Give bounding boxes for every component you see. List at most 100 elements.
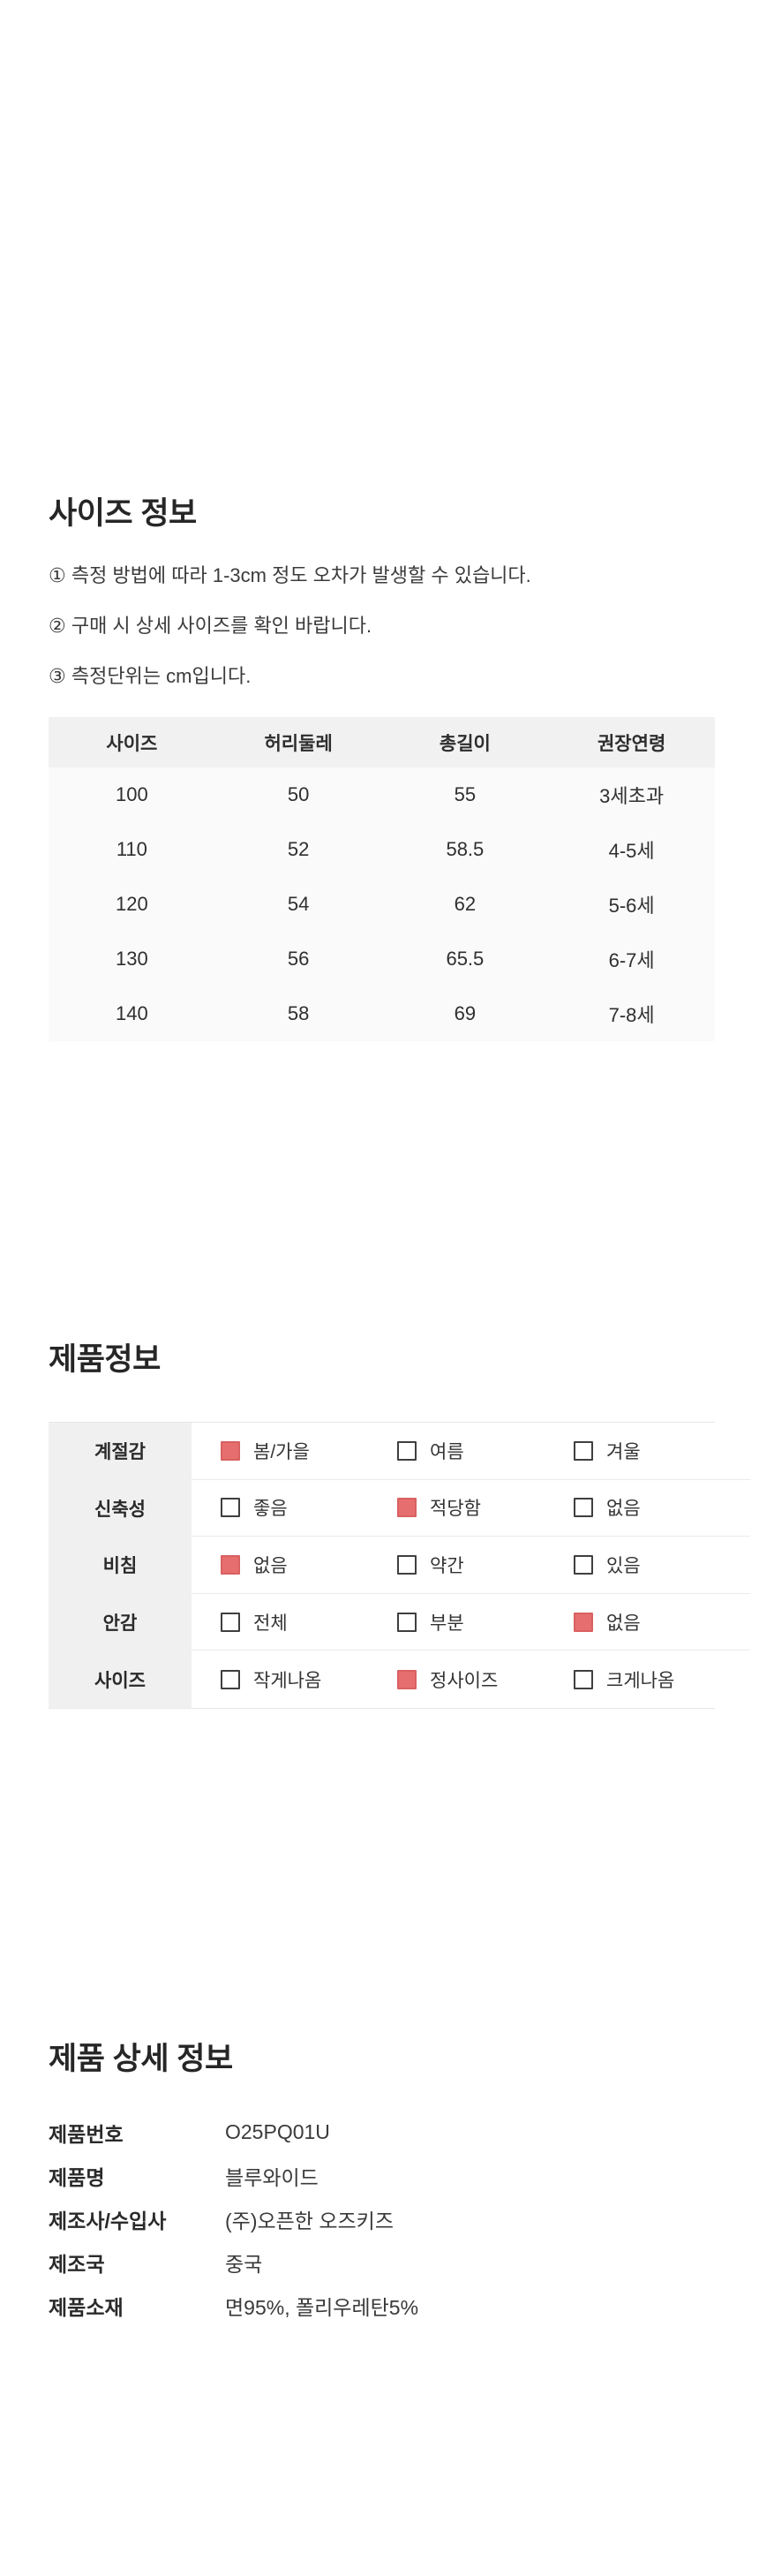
- size-table-cell: 56: [287, 948, 310, 970]
- product-detail-section: 제품 상세 정보 제품번호 O25PQ01U 제품명 블루와이드 제조사/수입사…: [49, 2042, 715, 2327]
- size-table-cell: 69: [454, 1002, 477, 1024]
- checkbox-unchecked-icon: [397, 1612, 417, 1632]
- product-info-option: 정사이즈: [397, 1666, 574, 1693]
- size-table-row: 100 50 55 3세초과: [49, 767, 715, 822]
- size-table: 사이즈 허리둘레 총길이 권장연령 100 50: [49, 717, 715, 1041]
- product-info-row-label: 사이즈: [49, 1651, 192, 1708]
- size-table-cell: 130: [116, 948, 148, 970]
- size-table-header-cell: 허리둘레: [264, 733, 333, 754]
- size-notes: ① 측정 방법에 따라 1-3cm 정도 오차가 발생할 수 있습니다. ② 구…: [49, 564, 715, 688]
- product-detail-row-label: 제조사/수입사: [49, 2209, 167, 2232]
- product-info-option: 여름: [397, 1438, 574, 1464]
- size-table-cell: 65.5: [446, 948, 485, 970]
- product-info-row-label: 계절감: [49, 1423, 192, 1480]
- product-info-option-label: 없음: [253, 1555, 288, 1576]
- checkbox-checked-icon: [397, 1498, 417, 1518]
- product-info-section: 제품정보 계절감 봄/가을: [49, 1342, 750, 1709]
- product-info-option: 부분: [397, 1609, 574, 1635]
- checkbox-checked-icon: [397, 1669, 417, 1689]
- product-detail-row-label: 제조국: [49, 2252, 105, 2276]
- product-info-option: 크게나옴: [574, 1666, 750, 1693]
- product-info-option: 없음: [574, 1609, 750, 1635]
- product-info-option: 없음: [574, 1494, 750, 1521]
- checkbox-checked-icon: [221, 1440, 240, 1461]
- checkbox-checked-icon: [221, 1554, 240, 1575]
- checkbox-unchecked-icon: [221, 1498, 240, 1518]
- product-info-option-label: 작게나옴: [253, 1670, 322, 1691]
- size-table-cell: 100: [116, 783, 148, 805]
- product-detail-title: 제품 상세 정보: [49, 2042, 233, 2076]
- product-info-option-label: 봄/가을: [253, 1441, 310, 1462]
- size-table-cell: 7-8세: [608, 1004, 655, 1026]
- product-info-option-label: 없음: [606, 1499, 641, 1520]
- product-info-option: 적당함: [397, 1494, 574, 1521]
- product-info-row: 신축성 좋음 적당함: [49, 1479, 750, 1537]
- size-table-body: 100 50 55 3세초과 110 52: [49, 767, 715, 1041]
- product-info-row: 비침 없음 약간: [49, 1537, 750, 1594]
- size-table-cell: 6-7세: [608, 949, 655, 971]
- product-info-row: 안감 전체 부분: [49, 1593, 750, 1651]
- size-info-section: 사이즈 정보 ① 측정 방법에 따라 1-3cm 정도 오차가 발생할 수 있습…: [49, 496, 715, 1041]
- size-note: ③ 측정단위는 cm입니다.: [49, 665, 252, 687]
- size-table-header-cell: 권장연령: [597, 733, 666, 754]
- product-detail-row-label: 제품소재: [49, 2295, 124, 2319]
- product-detail-row-value: 중국: [225, 2252, 263, 2276]
- product-detail-row: 제품번호 O25PQ01U: [49, 2111, 715, 2154]
- size-table-cell: 52: [287, 838, 310, 860]
- product-info-option-label: 겨울: [606, 1441, 641, 1462]
- size-table-cell: 58.5: [446, 838, 485, 860]
- size-table-cell: 55: [454, 783, 477, 805]
- product-info-row-options: 작게나옴 정사이즈 크게나옴: [192, 1651, 750, 1708]
- product-info-row-options: 없음 약간 있음: [192, 1537, 750, 1594]
- product-detail-row-value: O25PQ01U: [225, 2120, 330, 2143]
- product-info-row: 계절감 봄/가을 여름: [49, 1423, 750, 1480]
- product-info-option: 전체: [221, 1609, 397, 1635]
- product-info-option-label: 부분: [430, 1613, 464, 1634]
- checkbox-unchecked-icon: [574, 1554, 593, 1575]
- product-info-row-options: 전체 부분 없음: [192, 1594, 750, 1651]
- size-table-header-cell: 총길이: [439, 733, 491, 754]
- checkbox-checked-icon: [574, 1612, 593, 1632]
- size-table-cell: 140: [116, 1002, 148, 1024]
- product-detail-row-value: 면95%, 폴리우레탄5%: [225, 2295, 419, 2319]
- checkbox-unchecked-icon: [574, 1498, 593, 1518]
- size-table-cell: 3세초과: [599, 785, 665, 807]
- size-table-cell: 110: [116, 838, 147, 860]
- product-info-row-options: 봄/가을 여름 겨울: [192, 1423, 750, 1480]
- size-table-header-row: 사이즈 허리둘레 총길이 권장연령: [49, 717, 715, 767]
- product-info-option-label: 적당함: [430, 1499, 481, 1520]
- product-info-option-label: 정사이즈: [430, 1670, 499, 1691]
- product-info-title: 제품정보: [49, 1342, 161, 1377]
- checkbox-unchecked-icon: [221, 1669, 240, 1689]
- size-table-cell: 5-6세: [608, 895, 655, 917]
- checkbox-unchecked-icon: [221, 1612, 240, 1632]
- size-table-cell: 62: [454, 893, 477, 915]
- size-info-title: 사이즈 정보: [49, 496, 197, 531]
- product-info-row-label: 안감: [49, 1593, 192, 1651]
- size-table-row: 130 56 65.5 6-7세: [49, 932, 715, 986]
- size-table-row: 120 54 62 5-6세: [49, 877, 715, 932]
- product-detail-row: 제품명 블루와이드: [49, 2154, 715, 2197]
- product-info-option-label: 약간: [430, 1555, 464, 1576]
- size-table-cell: 58: [287, 1002, 310, 1024]
- product-info-row: 사이즈 작게나옴 정사이즈: [49, 1651, 715, 1708]
- product-info-table: 계절감 봄/가을 여름: [49, 1422, 750, 1709]
- product-info-option: 겨울: [574, 1438, 750, 1464]
- size-table-cell: 54: [287, 893, 310, 915]
- product-info-option: 봄/가을: [221, 1438, 397, 1464]
- size-table-row: 140 58 69 7-8세: [49, 986, 715, 1041]
- product-info-option-label: 전체: [253, 1613, 288, 1634]
- product-detail-row-label: 제품명: [49, 2165, 105, 2189]
- product-info-option-label: 크게나옴: [606, 1670, 675, 1691]
- product-detail-row: 제조사/수입사 (주)오픈한 오즈키즈: [49, 2197, 715, 2240]
- product-detail-row: 제품소재 면95%, 폴리우레탄5%: [49, 2284, 715, 2327]
- product-info-option: 약간: [397, 1552, 574, 1578]
- product-info-row-label: 신축성: [49, 1479, 192, 1537]
- product-info-option-label: 여름: [430, 1441, 464, 1462]
- size-table-cell: 4-5세: [608, 840, 655, 862]
- product-detail-row-label: 제품번호: [49, 2122, 124, 2146]
- product-info-row-options: 좋음 적당함 없음: [192, 1480, 750, 1537]
- size-table-cell: 120: [116, 893, 148, 915]
- checkbox-unchecked-icon: [397, 1440, 417, 1461]
